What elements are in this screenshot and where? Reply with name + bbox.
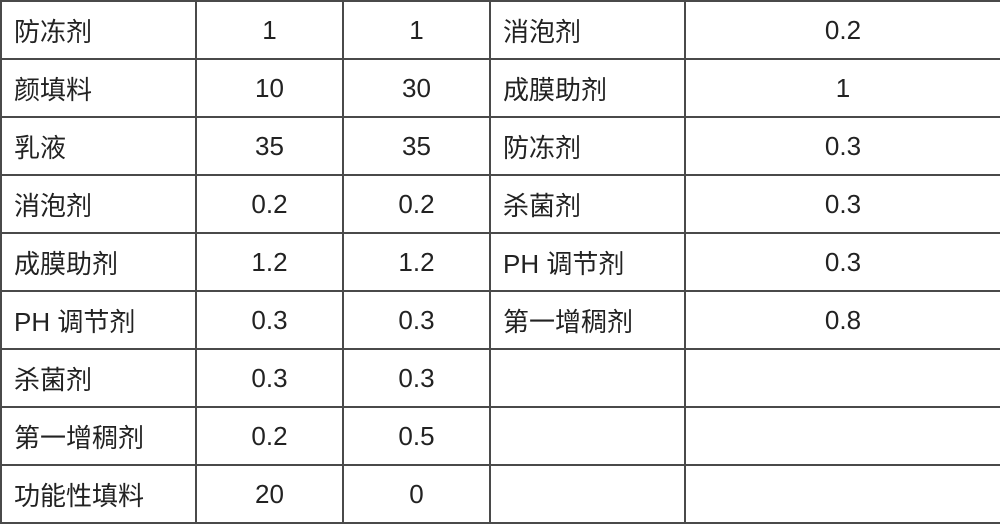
- table-row: PH 调节剂 0.3 0.3 第一增稠剂 0.8: [1, 291, 1000, 349]
- value-cell-3: 0.3: [685, 233, 1000, 291]
- table-row: 功能性填料 20 0: [1, 465, 1000, 523]
- right-label-cell: 第一增稠剂: [490, 291, 685, 349]
- left-label-cell: 乳液: [1, 117, 196, 175]
- table-row: 乳液 35 35 防冻剂 0.3: [1, 117, 1000, 175]
- left-label-cell: 成膜助剂: [1, 233, 196, 291]
- left-label-cell: 消泡剂: [1, 175, 196, 233]
- right-label-cell: 成膜助剂: [490, 59, 685, 117]
- table-row: 第一增稠剂 0.2 0.5: [1, 407, 1000, 465]
- right-label-cell: [490, 349, 685, 407]
- value-cell-2: 0.2: [343, 175, 490, 233]
- table-row: 消泡剂 0.2 0.2 杀菌剂 0.3: [1, 175, 1000, 233]
- table-row: 成膜助剂 1.2 1.2 PH 调节剂 0.3: [1, 233, 1000, 291]
- value-cell-2: 0: [343, 465, 490, 523]
- right-label-cell: [490, 407, 685, 465]
- value-cell-2: 0.3: [343, 349, 490, 407]
- value-cell-3: [685, 465, 1000, 523]
- value-cell-1: 0.3: [196, 349, 343, 407]
- value-cell-3: 0.3: [685, 117, 1000, 175]
- right-label-cell: 防冻剂: [490, 117, 685, 175]
- right-label-cell: [490, 465, 685, 523]
- value-cell-3: 1: [685, 59, 1000, 117]
- table-row: 防冻剂 1 1 消泡剂 0.2: [1, 1, 1000, 59]
- table-body: 防冻剂 1 1 消泡剂 0.2 颜填料 10 30 成膜助剂 1 乳液 35 3…: [1, 1, 1000, 523]
- value-cell-3: [685, 407, 1000, 465]
- left-label-cell: 杀菌剂: [1, 349, 196, 407]
- right-label-cell: 杀菌剂: [490, 175, 685, 233]
- left-label-cell: PH 调节剂: [1, 291, 196, 349]
- value-cell-1: 1: [196, 1, 343, 59]
- value-cell-1: 0.2: [196, 407, 343, 465]
- left-label-cell: 颜填料: [1, 59, 196, 117]
- value-cell-1: 0.2: [196, 175, 343, 233]
- value-cell-3: 0.2: [685, 1, 1000, 59]
- value-cell-1: 0.3: [196, 291, 343, 349]
- ingredients-table-container: 防冻剂 1 1 消泡剂 0.2 颜填料 10 30 成膜助剂 1 乳液 35 3…: [0, 0, 1000, 524]
- value-cell-1: 10: [196, 59, 343, 117]
- table-row: 颜填料 10 30 成膜助剂 1: [1, 59, 1000, 117]
- right-label-cell: PH 调节剂: [490, 233, 685, 291]
- table-row: 杀菌剂 0.3 0.3: [1, 349, 1000, 407]
- value-cell-2: 0.3: [343, 291, 490, 349]
- value-cell-3: [685, 349, 1000, 407]
- value-cell-1: 20: [196, 465, 343, 523]
- value-cell-1: 35: [196, 117, 343, 175]
- value-cell-3: 0.3: [685, 175, 1000, 233]
- right-label-cell: 消泡剂: [490, 1, 685, 59]
- value-cell-2: 30: [343, 59, 490, 117]
- left-label-cell: 第一增稠剂: [1, 407, 196, 465]
- value-cell-2: 1: [343, 1, 490, 59]
- value-cell-3: 0.8: [685, 291, 1000, 349]
- value-cell-2: 1.2: [343, 233, 490, 291]
- left-label-cell: 防冻剂: [1, 1, 196, 59]
- value-cell-1: 1.2: [196, 233, 343, 291]
- value-cell-2: 35: [343, 117, 490, 175]
- value-cell-2: 0.5: [343, 407, 490, 465]
- left-label-cell: 功能性填料: [1, 465, 196, 523]
- ingredients-table: 防冻剂 1 1 消泡剂 0.2 颜填料 10 30 成膜助剂 1 乳液 35 3…: [0, 0, 1000, 524]
